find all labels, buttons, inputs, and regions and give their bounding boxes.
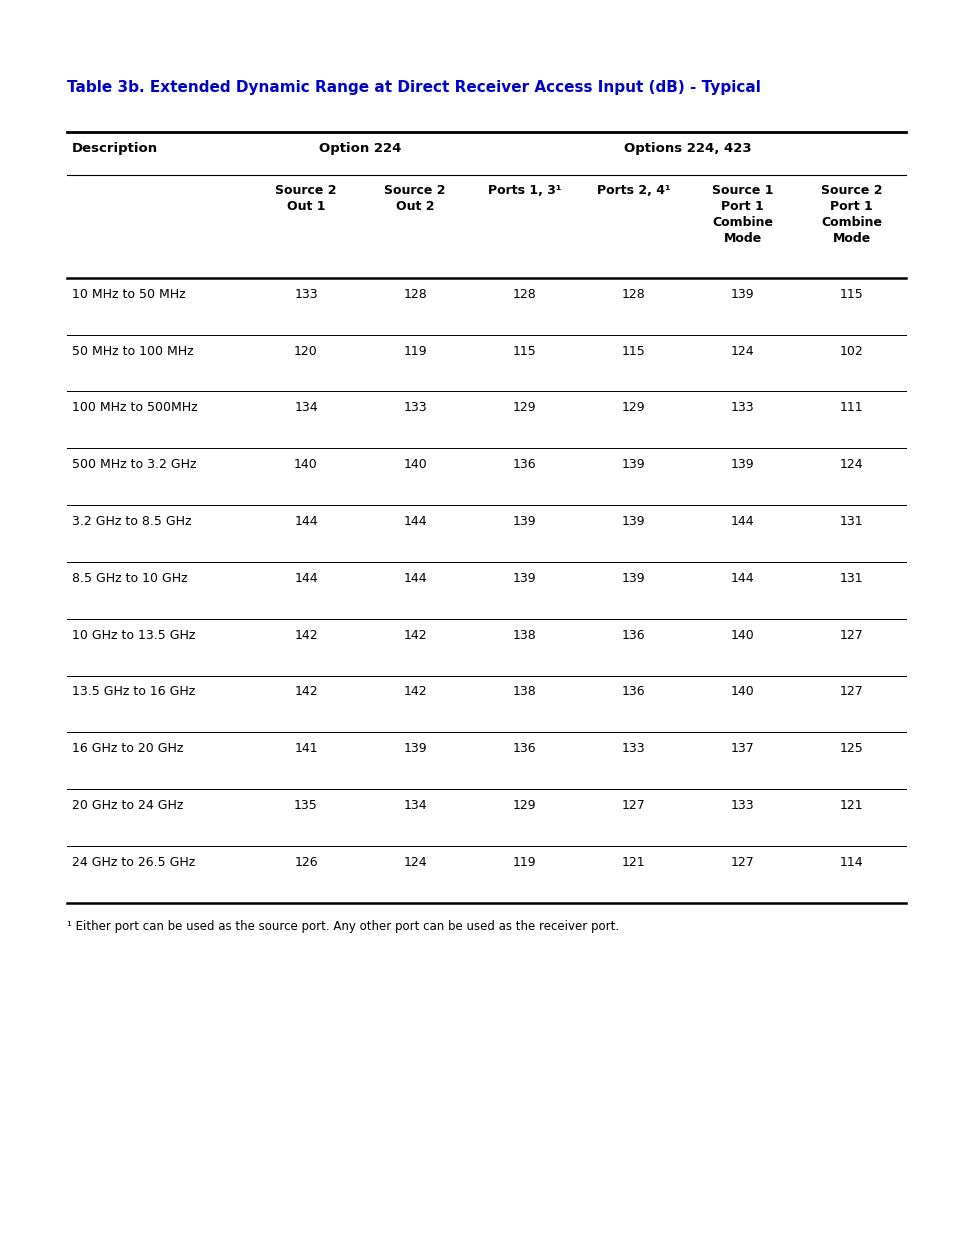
Text: 140: 140 bbox=[730, 685, 754, 699]
Text: 24 GHz to 26.5 GHz: 24 GHz to 26.5 GHz bbox=[71, 856, 194, 869]
Text: 128: 128 bbox=[512, 288, 536, 301]
Text: 114: 114 bbox=[839, 856, 862, 869]
Text: 140: 140 bbox=[730, 629, 754, 642]
Text: 125: 125 bbox=[839, 742, 862, 756]
Text: 115: 115 bbox=[512, 345, 536, 358]
Text: 131: 131 bbox=[839, 572, 862, 585]
Text: 20 GHz to 24 GHz: 20 GHz to 24 GHz bbox=[71, 799, 183, 813]
Text: 142: 142 bbox=[294, 685, 317, 699]
Text: 127: 127 bbox=[730, 856, 754, 869]
Text: 142: 142 bbox=[294, 629, 317, 642]
Text: 120: 120 bbox=[294, 345, 317, 358]
Text: 121: 121 bbox=[621, 856, 644, 869]
Text: 136: 136 bbox=[512, 458, 536, 472]
Text: 8.5 GHz to 10 GHz: 8.5 GHz to 10 GHz bbox=[71, 572, 187, 585]
Text: 142: 142 bbox=[403, 685, 427, 699]
Text: 129: 129 bbox=[512, 799, 536, 813]
Text: 142: 142 bbox=[403, 629, 427, 642]
Text: 124: 124 bbox=[403, 856, 427, 869]
Text: 133: 133 bbox=[730, 401, 754, 415]
Text: 134: 134 bbox=[294, 401, 317, 415]
Text: 124: 124 bbox=[730, 345, 754, 358]
Text: 144: 144 bbox=[294, 572, 317, 585]
Text: 139: 139 bbox=[403, 742, 427, 756]
Text: 139: 139 bbox=[512, 515, 536, 529]
Text: 10 GHz to 13.5 GHz: 10 GHz to 13.5 GHz bbox=[71, 629, 194, 642]
Text: 139: 139 bbox=[512, 572, 536, 585]
Text: 136: 136 bbox=[621, 629, 644, 642]
Text: 144: 144 bbox=[403, 515, 427, 529]
Text: 10 MHz to 50 MHz: 10 MHz to 50 MHz bbox=[71, 288, 185, 301]
Text: 126: 126 bbox=[294, 856, 317, 869]
Text: 140: 140 bbox=[294, 458, 317, 472]
Text: 3.2 GHz to 8.5 GHz: 3.2 GHz to 8.5 GHz bbox=[71, 515, 191, 529]
Text: 119: 119 bbox=[512, 856, 536, 869]
Text: 139: 139 bbox=[621, 458, 644, 472]
Text: ¹ Either port can be used as the source port. Any other port can be used as the : ¹ Either port can be used as the source … bbox=[67, 920, 618, 934]
Text: 138: 138 bbox=[512, 629, 536, 642]
Text: 139: 139 bbox=[730, 458, 754, 472]
Text: 119: 119 bbox=[403, 345, 427, 358]
Text: 140: 140 bbox=[403, 458, 427, 472]
Text: Ports 1, 3¹: Ports 1, 3¹ bbox=[487, 184, 560, 198]
Text: Table 3b. Extended Dynamic Range at Direct Receiver Access Input (dB) - Typical: Table 3b. Extended Dynamic Range at Dire… bbox=[67, 80, 760, 95]
Text: 128: 128 bbox=[403, 288, 427, 301]
Text: Source 1
Port 1
Combine
Mode: Source 1 Port 1 Combine Mode bbox=[711, 184, 773, 245]
Text: Source 2
Out 1: Source 2 Out 1 bbox=[275, 184, 336, 212]
Text: 500 MHz to 3.2 GHz: 500 MHz to 3.2 GHz bbox=[71, 458, 196, 472]
Text: 127: 127 bbox=[839, 685, 862, 699]
Text: 137: 137 bbox=[730, 742, 754, 756]
Text: 139: 139 bbox=[621, 515, 644, 529]
Text: Description: Description bbox=[71, 142, 157, 156]
Text: Option 224: Option 224 bbox=[319, 142, 401, 156]
Text: 144: 144 bbox=[403, 572, 427, 585]
Text: 136: 136 bbox=[512, 742, 536, 756]
Text: 13.5 GHz to 16 GHz: 13.5 GHz to 16 GHz bbox=[71, 685, 194, 699]
Text: 50 MHz to 100 MHz: 50 MHz to 100 MHz bbox=[71, 345, 193, 358]
Text: 111: 111 bbox=[839, 401, 862, 415]
Text: 135: 135 bbox=[294, 799, 317, 813]
Text: 144: 144 bbox=[294, 515, 317, 529]
Text: 144: 144 bbox=[730, 515, 754, 529]
Text: 138: 138 bbox=[512, 685, 536, 699]
Text: 127: 127 bbox=[839, 629, 862, 642]
Text: 115: 115 bbox=[621, 345, 644, 358]
Text: 131: 131 bbox=[839, 515, 862, 529]
Text: 100 MHz to 500MHz: 100 MHz to 500MHz bbox=[71, 401, 197, 415]
Text: 133: 133 bbox=[294, 288, 317, 301]
Text: Source 2
Port 1
Combine
Mode: Source 2 Port 1 Combine Mode bbox=[821, 184, 882, 245]
Text: 124: 124 bbox=[839, 458, 862, 472]
Text: 136: 136 bbox=[621, 685, 644, 699]
Text: Ports 2, 4¹: Ports 2, 4¹ bbox=[596, 184, 670, 198]
Text: Options 224, 423: Options 224, 423 bbox=[623, 142, 751, 156]
Text: 133: 133 bbox=[621, 742, 644, 756]
Text: 128: 128 bbox=[621, 288, 644, 301]
Text: Source 2
Out 2: Source 2 Out 2 bbox=[384, 184, 445, 212]
Text: 129: 129 bbox=[621, 401, 644, 415]
Text: 127: 127 bbox=[621, 799, 644, 813]
Text: 134: 134 bbox=[403, 799, 427, 813]
Text: 144: 144 bbox=[730, 572, 754, 585]
Text: 129: 129 bbox=[512, 401, 536, 415]
Text: 121: 121 bbox=[839, 799, 862, 813]
Text: 102: 102 bbox=[839, 345, 862, 358]
Text: 16 GHz to 20 GHz: 16 GHz to 20 GHz bbox=[71, 742, 183, 756]
Text: 133: 133 bbox=[403, 401, 427, 415]
Text: 115: 115 bbox=[839, 288, 862, 301]
Text: 133: 133 bbox=[730, 799, 754, 813]
Text: 139: 139 bbox=[621, 572, 644, 585]
Text: 139: 139 bbox=[730, 288, 754, 301]
Text: 141: 141 bbox=[294, 742, 317, 756]
